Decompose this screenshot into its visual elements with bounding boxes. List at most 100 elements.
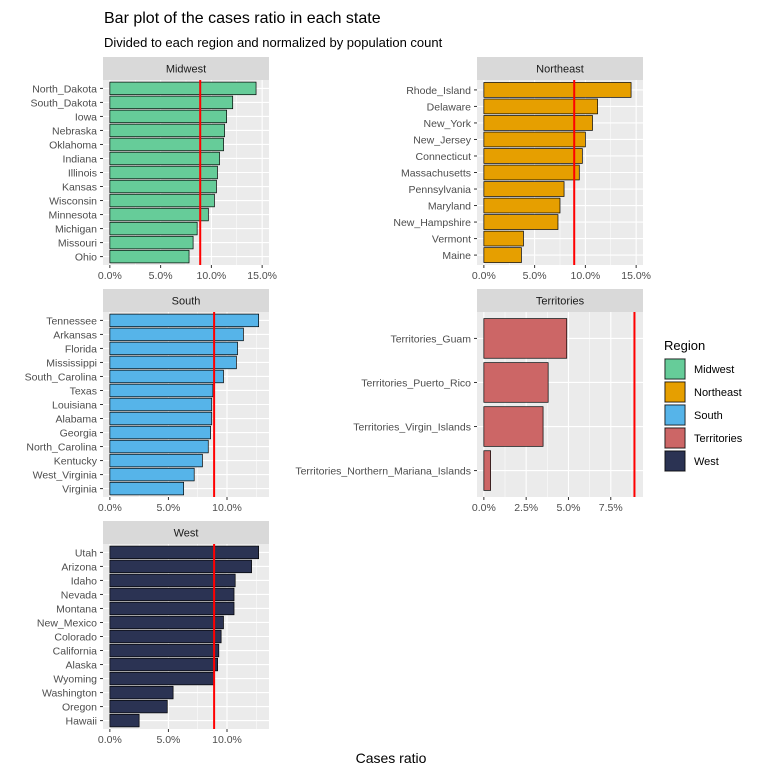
- bar-wyoming: [109, 671, 215, 686]
- y-tick-label: Nevada: [61, 589, 97, 601]
- bar-ohio: [109, 249, 190, 264]
- y-tick-label: Hawaii: [65, 716, 97, 728]
- y-tick-label: Colorado: [54, 632, 97, 644]
- y-tick-label: Oregon: [62, 702, 97, 714]
- legend-label: Midwest: [694, 364, 734, 376]
- bar-texas: [109, 383, 214, 398]
- y-tick-label: Pennsylvania: [409, 184, 472, 196]
- bar-maryland: [483, 197, 561, 214]
- bar-montana: [109, 601, 235, 616]
- panel-strip: [103, 289, 269, 312]
- legend-item-west: West: [664, 450, 719, 472]
- bar-vermont: [483, 230, 524, 247]
- y-tick-label: Nebraska: [52, 125, 97, 137]
- bar-tennessee: [109, 313, 259, 328]
- y-tick-label: Missouri: [58, 238, 97, 250]
- panel-strip: [103, 521, 269, 544]
- bar-kentucky: [109, 453, 203, 468]
- bar-florida: [109, 341, 238, 356]
- y-tick-label: Utah: [75, 547, 97, 559]
- y-tick-label: Wyoming: [53, 674, 97, 686]
- y-tick-label: Delaware: [427, 101, 472, 113]
- y-tick-label: New_York: [424, 118, 472, 130]
- bar-virginia: [109, 481, 185, 496]
- bar-west-virginia: [109, 467, 195, 482]
- y-tick-label: Florida: [65, 343, 97, 355]
- bar-new-york: [483, 115, 593, 131]
- y-tick-label: Connecticut: [416, 151, 472, 163]
- y-tick-label: Maine: [442, 250, 471, 262]
- y-tick-label: Arkansas: [53, 329, 97, 341]
- x-tick-label: 5.0%: [523, 270, 547, 282]
- bar-colorado: [109, 629, 222, 644]
- y-tick-label: Minnesota: [49, 210, 98, 222]
- legend-swatch: [664, 427, 686, 449]
- y-tick-label: Oklahoma: [49, 139, 97, 151]
- bar-new-mexico: [109, 615, 224, 630]
- y-tick-label: Kansas: [62, 182, 97, 194]
- panel-strip: [103, 57, 269, 80]
- bar-arkansas: [109, 327, 244, 342]
- y-tick-label: Michigan: [55, 224, 97, 236]
- x-tick-label: 0.0%: [472, 270, 496, 282]
- chart-title: Bar plot of the cases ratio in each stat…: [104, 10, 381, 27]
- bar-arizona: [109, 559, 252, 574]
- bar-new-hampshire: [483, 214, 559, 230]
- y-tick-label: Iowa: [75, 111, 97, 123]
- y-tick-label: Idaho: [71, 575, 97, 587]
- bar-massachusetts: [483, 164, 580, 181]
- bar-alabama: [109, 411, 213, 426]
- x-tick-label: 10.0%: [212, 734, 242, 746]
- legend-swatch: [664, 450, 686, 472]
- panel-midwest: Midwest 0.0% 5.0% 10.0% 15.0% North_Dakota Sou…: [30, 57, 277, 282]
- panel-northeast: Northeast 0.0% 5.0% 10.0% 15.0% Rhode_Island D…: [393, 57, 651, 282]
- y-tick-label: Maryland: [428, 201, 471, 213]
- y-tick-label: California: [53, 646, 98, 658]
- legend-label: West: [694, 456, 719, 468]
- bar-mississippi: [109, 355, 237, 370]
- panel-strip-label: Northeast: [536, 64, 584, 76]
- y-tick-label: Vermont: [432, 234, 471, 246]
- bar-missouri: [109, 235, 194, 250]
- y-tick-label: Alabama: [56, 414, 98, 426]
- y-tick-label: Mississippi: [46, 357, 97, 369]
- x-tick-label: 0.0%: [98, 270, 122, 282]
- panel-strip-label: South: [172, 296, 201, 308]
- bar-michigan: [109, 221, 198, 236]
- x-tick-label: 2.5%: [514, 502, 538, 514]
- y-tick-label: Virginia: [62, 484, 97, 496]
- legend-swatch: [664, 404, 686, 426]
- bar-minnesota: [109, 207, 209, 222]
- legend-label: Territories: [694, 433, 743, 445]
- y-tick-label: Territories_Puerto_Rico: [361, 377, 471, 389]
- bar-south-dakota: [109, 95, 234, 110]
- bar-north-dakota: [109, 81, 257, 96]
- y-tick-label: Territories_Northern_Mariana_Islands: [295, 466, 471, 478]
- legend-label: South: [694, 410, 723, 422]
- bar-north-carolina: [109, 439, 209, 454]
- y-tick-label: New_Jersey: [413, 134, 472, 146]
- y-tick-label: Louisiana: [52, 400, 97, 412]
- bar-california: [109, 643, 220, 658]
- y-tick-label: Georgia: [60, 428, 98, 440]
- panel-south: South 0.0% 5.0% 10.0% Tennessee Arkansas Flori…: [25, 289, 269, 514]
- x-tick-label: 0.0%: [98, 502, 122, 514]
- legend-label: Northeast: [694, 387, 742, 399]
- y-tick-label: North_Carolina: [26, 442, 97, 454]
- panel-strip-label: West: [174, 528, 199, 540]
- y-tick-label: West_Virginia: [33, 470, 98, 482]
- y-tick-label: Alaska: [65, 660, 97, 672]
- bar-nevada: [109, 587, 235, 602]
- x-tick-label: 0.0%: [472, 502, 496, 514]
- y-tick-label: Texas: [70, 385, 97, 397]
- bar-alaska: [109, 657, 218, 672]
- y-tick-label: Montana: [56, 603, 97, 615]
- x-tick-label: 15.0%: [247, 270, 277, 282]
- x-tick-label: 5.0%: [156, 502, 180, 514]
- y-tick-label: Territories_Guam: [390, 333, 471, 345]
- y-tick-label: Tennessee: [46, 315, 97, 327]
- y-tick-label: Kentucky: [54, 456, 98, 468]
- y-tick-label: Territories_Virgin_Islands: [353, 422, 471, 434]
- bar-oklahoma: [109, 137, 224, 152]
- x-axis-label: Cases ratio: [355, 750, 427, 766]
